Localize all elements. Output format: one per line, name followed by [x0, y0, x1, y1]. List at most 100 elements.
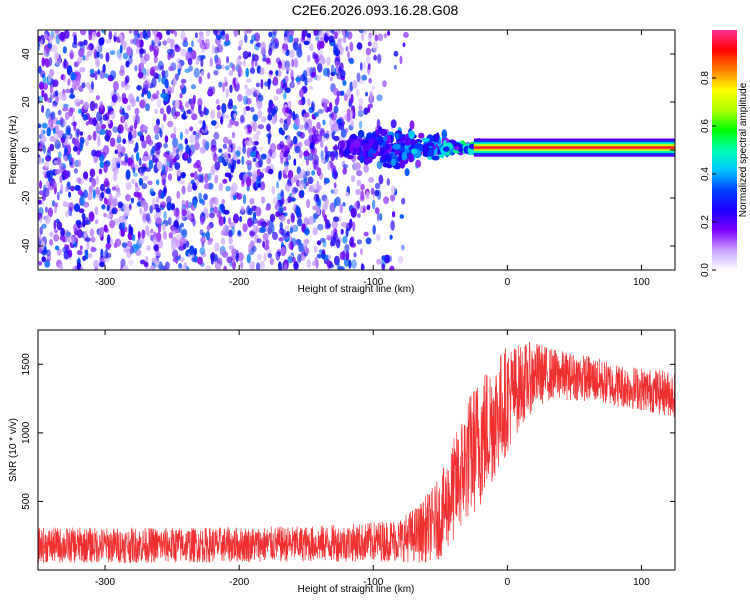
noise-blob [137, 71, 144, 79]
noise-blob [68, 107, 74, 117]
noise-blob [230, 186, 236, 192]
noise-blob [151, 77, 157, 88]
noise-blob [86, 45, 92, 51]
noise-blob [361, 74, 368, 81]
noise-blob [342, 235, 348, 244]
noise-blob [228, 162, 232, 169]
noise-blob [40, 135, 47, 143]
noise-blob [94, 206, 99, 216]
signal-blob [401, 152, 408, 161]
colorbar-ticks: 0.0 0.2 0.4 0.6 0.8 [700, 71, 716, 277]
noise-blob [154, 108, 158, 115]
noise-blob [313, 112, 318, 117]
noise-blob [43, 161, 50, 169]
noise-blob [164, 135, 169, 144]
noise-blob [185, 240, 190, 248]
noise-blob [44, 214, 51, 225]
noise-blob [349, 59, 354, 65]
noise-blob [180, 48, 187, 57]
noise-blob [64, 246, 68, 252]
noise-blob [105, 39, 112, 44]
snr-x-label: Height of straight line (km) [298, 584, 415, 595]
noise-blob [62, 169, 69, 180]
noise-blob [236, 193, 243, 200]
signal-blob [359, 155, 365, 164]
noise-blob [222, 143, 228, 150]
noise-blob [74, 98, 81, 107]
signal-blob [364, 156, 373, 164]
noise-blob [343, 93, 348, 102]
noise-blob [66, 65, 73, 76]
noise-blob [227, 139, 232, 145]
noise-blob [80, 177, 85, 185]
noise-blob [260, 116, 267, 123]
noise-blob [149, 66, 155, 77]
noise-blob [124, 83, 131, 90]
noise-blob [188, 181, 192, 192]
noise-blob [139, 237, 145, 245]
noise-blob [91, 178, 96, 187]
noise-blob [319, 40, 325, 49]
noise-blob [284, 263, 288, 270]
noise-blob [339, 251, 344, 261]
signal-blob [410, 148, 418, 155]
noise-blob [238, 39, 244, 47]
noise-blob [152, 30, 158, 36]
noise-blob [179, 84, 183, 91]
noise-blob [160, 123, 164, 132]
noise-blob [278, 60, 282, 66]
noise-blob [295, 117, 300, 127]
noise-blob [368, 78, 372, 84]
noise-blob [76, 229, 83, 239]
noise-blob [49, 84, 54, 95]
noise-blob [110, 110, 116, 120]
noise-blob [151, 39, 155, 47]
noise-blob [228, 245, 235, 251]
noise-blob [311, 170, 316, 176]
noise-blob [205, 211, 209, 219]
noise-blob [356, 42, 363, 50]
noise-blob [232, 260, 236, 270]
noise-blob [250, 177, 257, 184]
noise-blob [285, 66, 292, 72]
spectrogram-x-ticks: -300 -200 -100 0 100 [95, 30, 650, 288]
noise-blob [129, 125, 134, 132]
noise-blob [286, 32, 290, 43]
noise-blob [49, 231, 54, 237]
noise-blob [79, 67, 86, 73]
noise-blob [174, 220, 179, 227]
noise-blob [43, 187, 50, 197]
noise-blob [251, 245, 257, 252]
noise-blob [170, 133, 177, 139]
spectrogram-y-tick-label: -20 [21, 190, 32, 205]
noise-blob [92, 130, 97, 141]
noise-blob [256, 100, 263, 110]
noise-blob [355, 162, 361, 170]
noise-blob [326, 219, 329, 226]
colorbar-tick-label: 0.8 [700, 71, 711, 85]
noise-blob [374, 189, 380, 197]
noise-blob [285, 50, 290, 57]
noise-blob [78, 208, 85, 214]
noise-blob [307, 216, 312, 225]
noise-blob [38, 42, 41, 52]
noise-blob [235, 252, 239, 263]
spectrogram-y-tick-label: 40 [21, 48, 32, 60]
noise-blob [65, 210, 69, 218]
noise-blob [275, 70, 279, 77]
noise-blob [347, 50, 350, 59]
noise-blob [91, 81, 94, 90]
noise-blob [304, 139, 311, 147]
noise-blob [97, 30, 101, 38]
noise-blob [345, 227, 349, 238]
noise-blob [241, 180, 245, 187]
noise-blob [309, 66, 313, 77]
noise-blob [126, 46, 132, 56]
noise-blob [112, 156, 117, 167]
noise-blob [168, 232, 173, 239]
noise-blob [209, 197, 214, 209]
noise-blob [259, 260, 265, 270]
noise-blob [245, 160, 252, 166]
noise-blob [334, 144, 338, 151]
signal-blob [340, 140, 345, 150]
